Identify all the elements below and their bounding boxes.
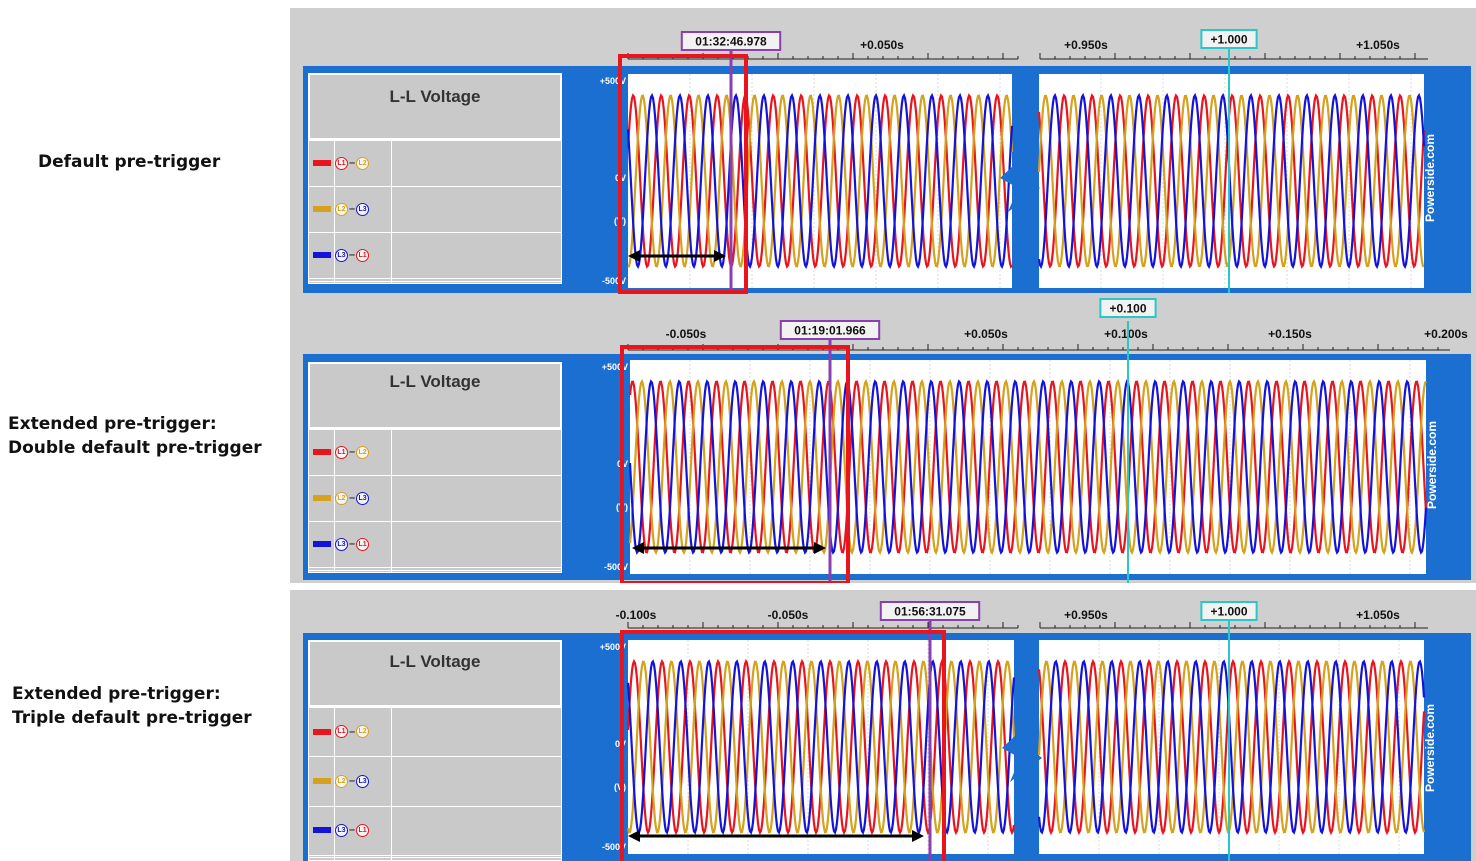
y-tick-max: +500V — [600, 76, 626, 86]
reference-label: +1.000 — [1210, 605, 1247, 619]
y-tick-max: +500V — [602, 362, 628, 372]
time-label: +0.200s — [1424, 327, 1468, 341]
trigger-time-label: 01:56:31.075 — [894, 605, 966, 619]
plot-area — [628, 640, 1014, 854]
time-label: +0.100s — [1104, 327, 1148, 341]
watermark: Powerside.com — [1423, 134, 1437, 222]
label-default-pretrigger: Default pre-trigger — [38, 150, 220, 174]
reference-label: +1.000 — [1210, 33, 1247, 47]
panel-double: L-L Voltage L1– L2 L2– L3 L3– L1 +500V 0V (V)… — [290, 297, 1476, 583]
time-label: -0.050s — [666, 327, 707, 341]
panel-default: L-L Voltage L1– L2 L2– L3 L3– L1 +500V 0V (V)… — [290, 8, 1476, 297]
reference-label: +0.100 — [1109, 302, 1146, 316]
time-label: +1.050s — [1356, 608, 1400, 622]
panel-triple: L-L Voltage L1– L2 L2– L3 L3– L1 +500V 0V (V)… — [290, 590, 1476, 861]
label-double-pretrigger: Extended pre-trigger: Double default pre… — [8, 412, 262, 460]
y-tick-min: -500V — [602, 276, 626, 286]
time-label: +0.150s — [1268, 327, 1312, 341]
label-triple-pretrigger: Extended pre-trigger: Triple default pre… — [12, 682, 252, 730]
label-triple-line1: Extended pre-trigger: — [12, 682, 252, 706]
time-label: +0.050s — [964, 327, 1008, 341]
label-double-line2: Double default pre-trigger — [8, 436, 262, 460]
y-tick-min: -500V — [604, 562, 628, 572]
watermark: Powerside.com — [1423, 704, 1437, 792]
watermark: Powerside.com — [1425, 421, 1439, 509]
label-double-line1: Extended pre-trigger: — [8, 412, 262, 436]
time-label: -0.050s — [768, 608, 809, 622]
time-label: +1.050s — [1356, 38, 1400, 52]
trigger-time-label: 01:19:01.966 — [794, 324, 866, 338]
trigger-time-label: 01:32:46.978 — [695, 35, 767, 49]
time-label: +0.950s — [1064, 38, 1108, 52]
time-label: +0.950s — [1064, 608, 1108, 622]
label-triple-line2: Triple default pre-trigger — [12, 706, 252, 730]
time-label: -0.100s — [616, 608, 657, 622]
time-label: +0.050s — [860, 38, 904, 52]
